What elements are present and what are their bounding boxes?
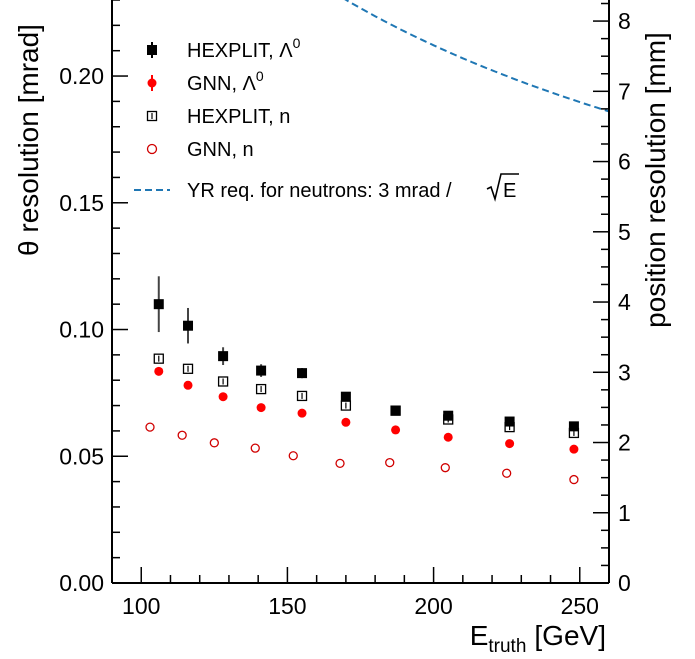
legend-marker (147, 78, 157, 88)
data-point (154, 366, 164, 376)
data-point (341, 417, 351, 427)
data-point (297, 408, 307, 418)
x-tick-label: 150 (268, 593, 306, 619)
data-point (443, 410, 454, 421)
legend-marker (146, 143, 158, 155)
series-2 (153, 353, 580, 439)
data-point (504, 416, 515, 427)
y-tick-label: 0.00 (59, 570, 104, 596)
x-tick-label: 100 (122, 593, 160, 619)
data-point (569, 444, 579, 454)
data-point (391, 425, 401, 435)
data-point (443, 432, 453, 442)
legend-ref-label: YR req. for neutrons: 3 mrad / (187, 180, 452, 202)
data-point (568, 421, 579, 432)
data-point (218, 351, 229, 362)
series-0 (153, 276, 579, 432)
data-point (153, 299, 164, 310)
y-axis-title: θ resolution [mrad] (13, 24, 44, 256)
data-point (440, 463, 450, 473)
x-tick-label: 200 (414, 593, 452, 619)
data-point (183, 380, 193, 390)
x-axis-title-sub: truth (488, 636, 526, 657)
y2-tick-label: 8 (618, 8, 631, 34)
data-point (335, 458, 345, 469)
y2-tick-label: 3 (618, 359, 631, 385)
data-point (502, 468, 512, 478)
data-point (385, 457, 395, 468)
x-axis-title: Etruth [GeV] (470, 620, 606, 657)
data-point (288, 451, 298, 461)
data-point (256, 403, 266, 413)
y2-tick-label: 1 (618, 500, 631, 526)
series-3 (145, 422, 579, 485)
legend: HEXPLIT, Λ0 GNN, Λ0 HEXPLIT, n GNN, n YR req… (134, 35, 519, 202)
legend-label: HEXPLIT, Λ0 (187, 35, 301, 62)
sqrt-symbol (486, 173, 519, 202)
y2-tick-label: 6 (618, 149, 631, 175)
axes-layer: 100 150 200 250 0.00 0.05 0.10 0.15 0.20 0 1 2 3 4 5 6 7… (59, 0, 631, 619)
data-point (209, 438, 219, 448)
y2-axis-title: position resolution [mm] (640, 32, 671, 328)
y-tick-label: 0.20 (59, 63, 104, 89)
data-point (250, 443, 260, 453)
legend-sqrt-argument: E (503, 180, 516, 202)
x-tick-label: 250 (561, 593, 599, 619)
y2-tick-label: 5 (618, 219, 631, 245)
data-point (505, 439, 515, 449)
legend-marker (147, 45, 157, 55)
y2-tick-label: 0 (618, 570, 631, 596)
data-point (297, 368, 308, 379)
data-point (145, 422, 155, 432)
legend-label: HEXPLIT, n (187, 106, 290, 128)
y2-tick-label: 7 (618, 78, 631, 104)
x-axis-title-main: E (470, 620, 489, 651)
legend-label: GNN, Λ0 (187, 68, 264, 95)
legend-label: GNN, n (187, 139, 254, 161)
data-point (218, 392, 228, 402)
data-point (569, 474, 579, 485)
x-axis-title-unit: [GeV] (534, 620, 606, 651)
data-point (183, 320, 194, 331)
y2-tick-label: 2 (618, 430, 631, 456)
y-tick-label: 0.15 (59, 190, 104, 216)
data-point (390, 405, 401, 416)
y-tick-label: 0.05 (59, 443, 104, 469)
data-points-layer (145, 276, 580, 485)
data-point (256, 365, 267, 376)
y2-tick-label: 4 (618, 289, 631, 315)
reference-curve (344, 0, 609, 113)
data-point (177, 430, 187, 440)
y-tick-label: 0.10 (59, 317, 104, 343)
data-point (340, 391, 351, 402)
series-1 (154, 366, 579, 454)
reference-curve-layer (344, 0, 609, 113)
